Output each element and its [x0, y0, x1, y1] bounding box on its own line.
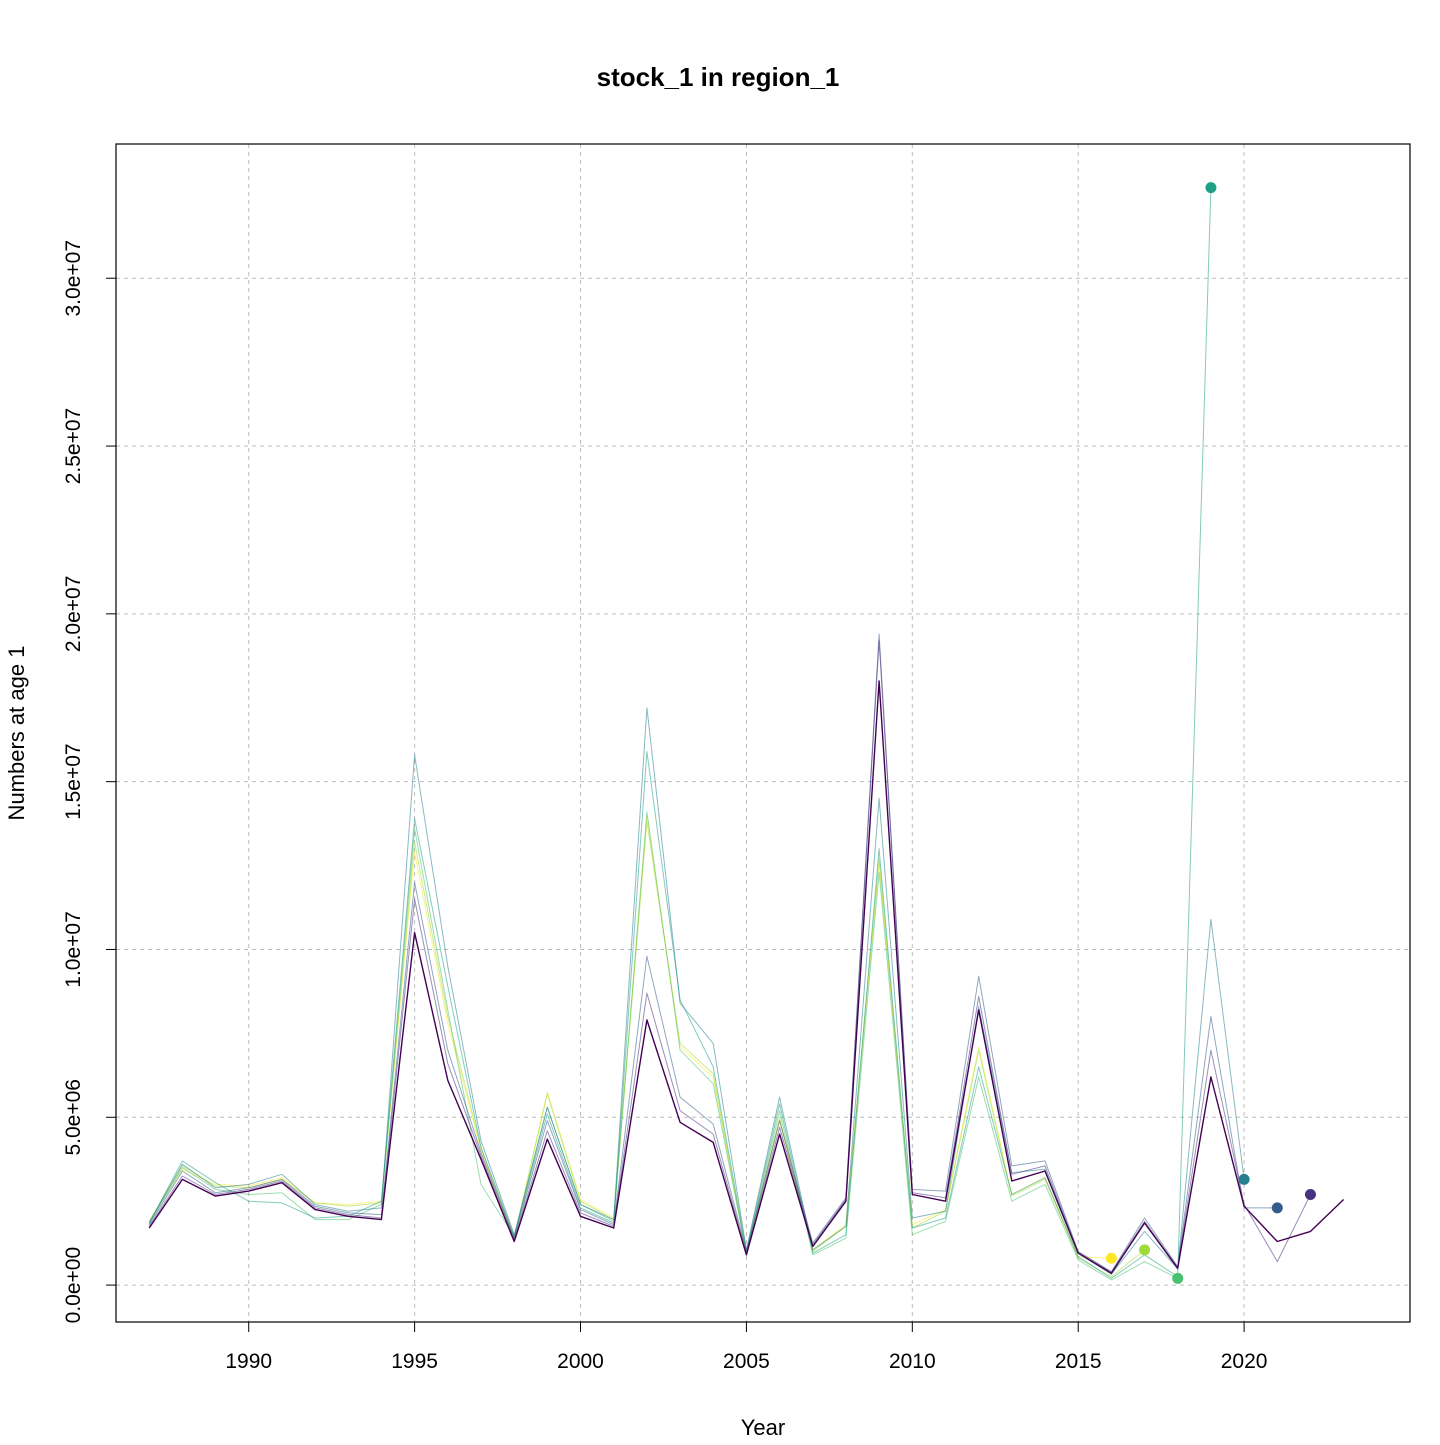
chart-title: stock_1 in region_1: [597, 62, 840, 92]
final-point-4: [1238, 1173, 1250, 1185]
y-tick-label-3: 1.5e+07: [62, 743, 85, 820]
series-line-1: [148, 680, 1345, 1275]
final-point-8: [1105, 1252, 1117, 1264]
y-tick-label-5: 2.5e+07: [62, 408, 85, 485]
x-tick-label-2015: 2015: [1055, 1350, 1102, 1373]
y-tick-label-2: 1.0e+07: [62, 911, 85, 988]
final-points: [1105, 182, 1316, 1284]
series-line-3: [148, 633, 1278, 1273]
final-point-7: [1139, 1244, 1151, 1256]
x-tick-label-2020: 2020: [1221, 1350, 1268, 1373]
y-tick-label-0: 0.0e+00: [62, 1247, 85, 1324]
x-tick-label-1995: 1995: [391, 1350, 438, 1373]
series-line-6: [148, 811, 1178, 1281]
y-tick-label-1: 5.0e+06: [62, 1079, 85, 1156]
final-point-3: [1271, 1202, 1283, 1214]
x-axis: 1990 1995 2000 2005 2010 2015 2020: [225, 1322, 1267, 1373]
series-line-7: [148, 821, 1145, 1278]
final-point-5: [1205, 182, 1217, 194]
x-tick-label-2010: 2010: [889, 1350, 936, 1373]
x-tick-label-2000: 2000: [557, 1350, 604, 1373]
y-tick-label-6: 3.0e+07: [62, 240, 85, 317]
x-tick-label-1990: 1990: [225, 1350, 272, 1373]
x-tick-label-2005: 2005: [723, 1350, 770, 1373]
y-axis: 0.0e+00 5.0e+06 1.0e+07 1.5e+07 2.0e+07 2.5e+…: [62, 240, 116, 1323]
y-tick-label-4: 2.0e+07: [62, 576, 85, 653]
final-point-6: [1172, 1272, 1184, 1284]
series-lines: [148, 187, 1345, 1281]
plot-frame: [115, 143, 1411, 1323]
x-axis-label: Year: [741, 1415, 785, 1440]
y-axis-label: Numbers at age 1: [4, 646, 29, 821]
final-point-2: [1304, 1188, 1316, 1200]
